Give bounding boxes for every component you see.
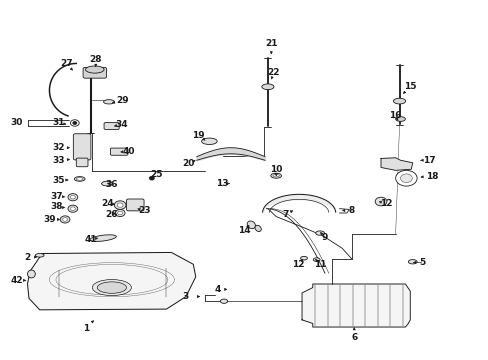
Text: 13: 13 <box>216 179 228 188</box>
Circle shape <box>118 211 122 215</box>
Text: 3: 3 <box>183 292 189 301</box>
Text: 20: 20 <box>182 159 194 168</box>
Ellipse shape <box>255 225 261 231</box>
Ellipse shape <box>272 175 279 177</box>
Circle shape <box>62 218 67 221</box>
Circle shape <box>73 122 77 125</box>
Circle shape <box>68 205 78 212</box>
Ellipse shape <box>300 256 307 260</box>
Ellipse shape <box>378 199 385 203</box>
Text: 8: 8 <box>348 206 354 215</box>
FancyBboxPatch shape <box>104 123 119 130</box>
Text: 18: 18 <box>425 172 438 181</box>
Text: 17: 17 <box>423 156 435 165</box>
Ellipse shape <box>97 282 126 293</box>
Ellipse shape <box>74 177 85 181</box>
Polygon shape <box>27 252 195 310</box>
Text: 42: 42 <box>10 276 23 285</box>
Text: 34: 34 <box>115 120 128 129</box>
Ellipse shape <box>393 98 405 104</box>
Ellipse shape <box>220 299 227 303</box>
Text: 38: 38 <box>50 202 63 211</box>
Text: 10: 10 <box>269 165 282 174</box>
Ellipse shape <box>27 270 35 278</box>
Text: 16: 16 <box>388 111 401 120</box>
Text: 28: 28 <box>89 55 102 64</box>
FancyBboxPatch shape <box>110 148 128 155</box>
Text: 36: 36 <box>105 180 118 189</box>
Circle shape <box>60 216 70 223</box>
Text: 2: 2 <box>24 253 31 262</box>
Circle shape <box>68 194 78 201</box>
Ellipse shape <box>315 231 324 235</box>
Text: 31: 31 <box>52 118 64 127</box>
Text: 23: 23 <box>138 206 150 215</box>
Ellipse shape <box>35 253 44 257</box>
Text: 7: 7 <box>282 210 288 219</box>
Circle shape <box>374 197 386 206</box>
Circle shape <box>114 201 126 210</box>
Circle shape <box>115 210 125 217</box>
Text: 37: 37 <box>50 192 63 201</box>
Ellipse shape <box>261 84 273 90</box>
Text: 12: 12 <box>379 199 391 208</box>
Text: 25: 25 <box>150 170 163 179</box>
Ellipse shape <box>103 100 114 104</box>
Text: 24: 24 <box>102 199 114 208</box>
Ellipse shape <box>313 258 320 261</box>
Polygon shape <box>302 284 409 327</box>
Text: 33: 33 <box>52 156 64 165</box>
Circle shape <box>70 120 79 126</box>
Ellipse shape <box>76 178 83 180</box>
Polygon shape <box>380 158 412 170</box>
Text: 21: 21 <box>264 39 277 48</box>
Text: 30: 30 <box>10 118 22 127</box>
Text: 11: 11 <box>313 260 325 269</box>
FancyBboxPatch shape <box>76 158 88 167</box>
Ellipse shape <box>92 279 131 296</box>
Text: 35: 35 <box>52 176 64 185</box>
Text: 14: 14 <box>238 226 250 235</box>
Circle shape <box>400 174 411 183</box>
Ellipse shape <box>85 66 104 73</box>
Circle shape <box>70 207 75 211</box>
FancyBboxPatch shape <box>73 134 91 160</box>
Text: 32: 32 <box>52 143 64 152</box>
Text: 22: 22 <box>267 68 280 77</box>
Circle shape <box>70 195 75 199</box>
FancyBboxPatch shape <box>83 67 106 78</box>
Ellipse shape <box>102 181 112 186</box>
Text: 5: 5 <box>419 258 425 267</box>
Text: 27: 27 <box>60 59 73 68</box>
Ellipse shape <box>247 221 255 229</box>
Circle shape <box>149 176 154 180</box>
Text: 41: 41 <box>84 235 97 244</box>
Text: 26: 26 <box>105 210 118 219</box>
Text: 12: 12 <box>291 260 304 269</box>
Text: 6: 6 <box>350 333 357 342</box>
Text: 4: 4 <box>214 285 221 294</box>
Text: 15: 15 <box>403 82 416 91</box>
Text: 40: 40 <box>122 147 134 156</box>
Ellipse shape <box>407 260 416 264</box>
Ellipse shape <box>270 173 281 178</box>
Text: 29: 29 <box>116 96 129 105</box>
Text: 1: 1 <box>83 324 89 333</box>
Ellipse shape <box>201 138 217 144</box>
Text: 19: 19 <box>191 131 204 140</box>
Text: 9: 9 <box>321 233 327 242</box>
FancyBboxPatch shape <box>126 199 144 211</box>
Circle shape <box>117 203 123 207</box>
Ellipse shape <box>395 117 405 121</box>
Ellipse shape <box>90 235 116 242</box>
Circle shape <box>395 170 416 186</box>
Text: 39: 39 <box>43 215 56 224</box>
